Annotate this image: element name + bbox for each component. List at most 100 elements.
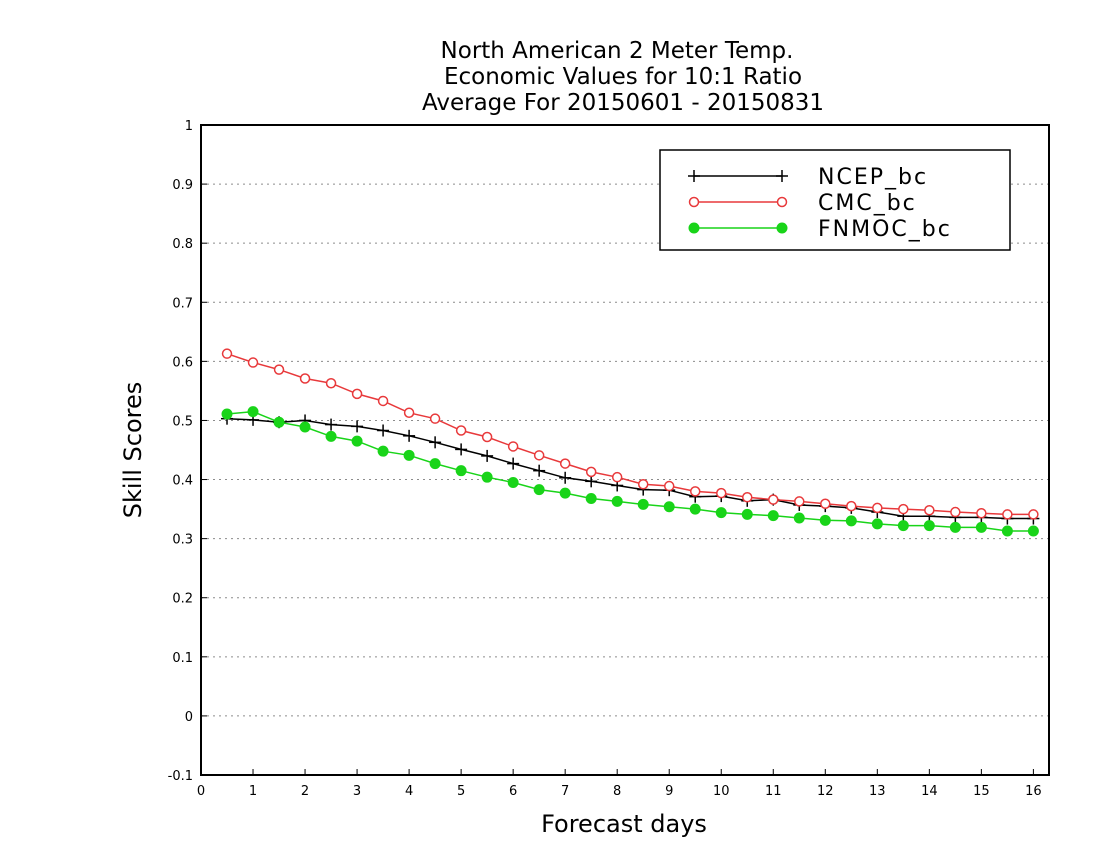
legend-marker bbox=[688, 196, 700, 208]
data-point-fnmoc-bc bbox=[559, 487, 571, 499]
y-tick-label: 0.3 bbox=[172, 533, 193, 548]
y-tick-label: 0.4 bbox=[172, 474, 193, 489]
data-point-ncep-bc bbox=[585, 475, 598, 488]
data-point-cmc-bc bbox=[611, 471, 623, 483]
data-point-ncep-bc bbox=[559, 471, 572, 484]
data-point-fnmoc-bc bbox=[975, 521, 987, 533]
data-point-cmc-bc bbox=[533, 450, 545, 461]
legend-entry: FNMOC_bc bbox=[688, 217, 952, 242]
data-point-fnmoc-bc bbox=[1027, 525, 1039, 537]
data-point-ncep-bc bbox=[533, 464, 546, 477]
x-axis-label: Forecast days bbox=[541, 810, 707, 838]
legend-entry: CMC_bc bbox=[688, 191, 917, 216]
data-point-cmc-bc bbox=[768, 494, 779, 505]
series-fnmoc-bc bbox=[221, 406, 1039, 537]
x-tick-label: 4 bbox=[405, 784, 413, 799]
data-point-cmc-bc bbox=[976, 507, 987, 519]
data-point-ncep-bc bbox=[507, 457, 520, 470]
data-point-fnmoc-bc bbox=[871, 518, 883, 530]
data-point-fnmoc-bc bbox=[507, 477, 519, 488]
data-point-ncep-bc bbox=[351, 420, 364, 433]
data-point-cmc-bc bbox=[221, 348, 233, 359]
data-point-cmc-bc bbox=[689, 486, 701, 497]
data-point-cmc-bc bbox=[872, 502, 883, 514]
data-point-ncep-bc bbox=[403, 429, 416, 442]
data-point-cmc-bc bbox=[1028, 509, 1039, 520]
data-point-cmc-bc bbox=[637, 479, 649, 490]
x-tick-label: 1 bbox=[249, 784, 257, 799]
data-point-cmc-bc bbox=[715, 487, 727, 499]
x-tick-label: 10 bbox=[713, 784, 730, 799]
legend-marker bbox=[776, 196, 788, 208]
data-point-cmc-bc bbox=[846, 500, 857, 512]
x-tick-label: 13 bbox=[869, 784, 886, 799]
data-point-cmc-bc bbox=[273, 364, 285, 375]
axis-ticks: -0.100.10.20.30.40.50.60.70.80.910 1 2 3 4 5 6… bbox=[168, 119, 1042, 799]
data-point-fnmoc-bc bbox=[793, 512, 805, 524]
y-tick-label: 0.5 bbox=[172, 414, 193, 429]
x-tick-label: 7 bbox=[561, 784, 569, 799]
y-tick-label: 0.6 bbox=[172, 355, 193, 370]
chart-title: North American 2 Meter Temp. Economic Va… bbox=[422, 38, 824, 116]
data-point-fnmoc-bc bbox=[949, 521, 961, 533]
y-tick-label: 0.2 bbox=[172, 592, 193, 607]
data-point-fnmoc-bc bbox=[247, 406, 259, 418]
y-tick-label: 0.9 bbox=[172, 178, 193, 193]
data-point-cmc-bc bbox=[455, 425, 467, 436]
data-point-fnmoc-bc bbox=[1001, 525, 1013, 537]
data-point-fnmoc-bc bbox=[637, 498, 649, 510]
data-point-cmc-bc bbox=[507, 441, 519, 452]
data-point-fnmoc-bc bbox=[741, 508, 753, 520]
data-point-cmc-bc bbox=[299, 373, 311, 384]
data-point-cmc-bc bbox=[898, 503, 909, 515]
data-point-fnmoc-bc bbox=[455, 465, 467, 477]
series-layer bbox=[221, 348, 1040, 537]
legend-label: NCEP_bc bbox=[818, 165, 928, 190]
data-point-fnmoc-bc bbox=[221, 408, 233, 420]
x-tick-label: 5 bbox=[457, 784, 465, 799]
data-point-fnmoc-bc bbox=[845, 515, 857, 527]
data-point-fnmoc-bc bbox=[767, 510, 779, 522]
title-line-3: Average For 20150601 - 20150831 bbox=[422, 90, 824, 116]
data-point-fnmoc-bc bbox=[377, 445, 389, 457]
data-point-fnmoc-bc bbox=[689, 503, 701, 515]
y-tick-label: 1 bbox=[185, 119, 193, 134]
x-tick-label: 16 bbox=[1025, 784, 1042, 799]
y-axis-label: Skill Scores bbox=[119, 382, 147, 519]
legend-box bbox=[659, 149, 1011, 251]
data-point-fnmoc-bc bbox=[663, 501, 675, 513]
series-line-cmc-bc bbox=[226, 352, 1034, 516]
data-point-fnmoc-bc bbox=[481, 471, 493, 483]
data-point-cmc-bc bbox=[742, 492, 753, 503]
legend-marker bbox=[688, 222, 700, 234]
legend-marker bbox=[776, 170, 788, 182]
series-cmc-bc bbox=[221, 348, 1039, 520]
data-point-cmc-bc bbox=[794, 496, 805, 507]
data-point-fnmoc-bc bbox=[429, 458, 441, 470]
y-tick-label: 0.8 bbox=[172, 237, 193, 252]
data-point-fnmoc-bc bbox=[611, 495, 623, 507]
legend-label: CMC_bc bbox=[818, 191, 917, 216]
data-point-cmc-bc bbox=[924, 505, 935, 516]
data-point-fnmoc-bc bbox=[351, 435, 363, 447]
data-point-cmc-bc bbox=[429, 413, 441, 424]
data-point-cmc-bc bbox=[377, 395, 389, 407]
data-point-fnmoc-bc bbox=[715, 507, 727, 519]
title-line-2: Economic Values for 10:1 Ratio bbox=[444, 64, 802, 90]
data-point-ncep-bc bbox=[429, 436, 442, 449]
x-tick-label: 15 bbox=[973, 784, 990, 799]
data-point-cmc-bc bbox=[403, 407, 415, 419]
data-point-cmc-bc bbox=[247, 357, 259, 368]
series-line-fnmoc-bc bbox=[226, 410, 1034, 532]
legend-label: FNMOC_bc bbox=[818, 217, 952, 242]
data-point-cmc-bc bbox=[950, 506, 961, 518]
legend-entry: NCEP_bc bbox=[688, 165, 928, 190]
data-point-ncep-bc bbox=[481, 449, 494, 462]
y-tick-label: 0 bbox=[185, 710, 193, 725]
data-point-cmc-bc bbox=[559, 458, 571, 469]
series-ncep-bc bbox=[221, 412, 1040, 525]
data-point-fnmoc-bc bbox=[585, 492, 597, 504]
